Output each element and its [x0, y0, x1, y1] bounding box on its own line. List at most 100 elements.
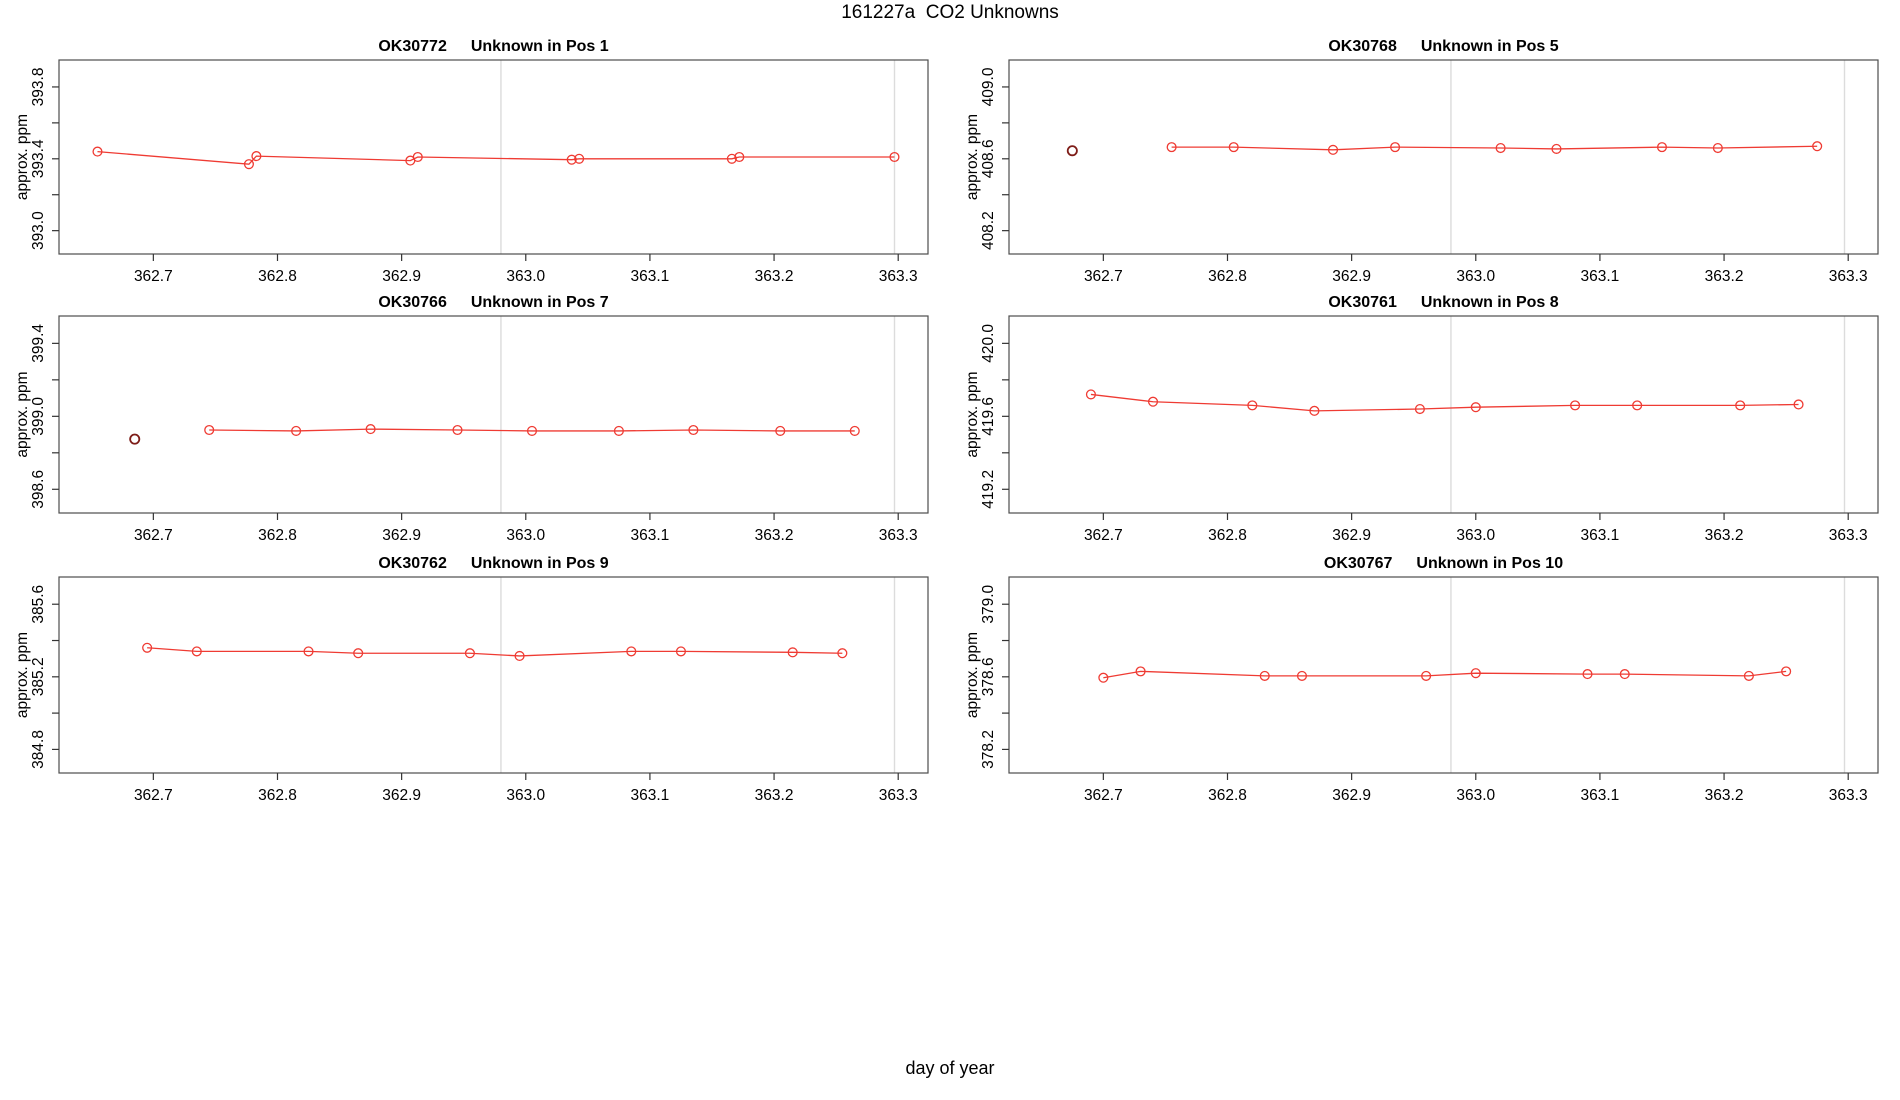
- data-point: [574, 153, 585, 164]
- y-tick-label: 393.0: [30, 211, 47, 250]
- x-tick-label: 362.9: [382, 268, 421, 285]
- data-point: [1390, 142, 1401, 153]
- x-tick-label: 363.2: [755, 787, 794, 804]
- figure-title: 161227a CO2 Unknowns: [841, 2, 1059, 23]
- y-tick-label: 419.2: [980, 470, 997, 509]
- data-point: [1228, 142, 1239, 153]
- data-point: [204, 424, 215, 436]
- y-tick-label: 420.0: [980, 324, 997, 363]
- panel-plot: 362.7 362.8 362.9 363.0 363.1 363.2 363.3 398.6…: [14, 295, 929, 544]
- x-tick-label: 363.1: [1581, 787, 1620, 804]
- x-tick-label: 363.3: [879, 787, 918, 804]
- y-axis-label: approx. ppm: [964, 632, 981, 718]
- data-point: [1247, 400, 1258, 411]
- x-tick-label: 363.0: [1456, 268, 1495, 285]
- x-tick-label: 362.7: [1084, 527, 1123, 544]
- data-point: [353, 648, 364, 659]
- x-tick-label: 363.2: [1705, 527, 1744, 544]
- data-point: [464, 648, 475, 659]
- data-point: [1619, 669, 1630, 680]
- panel-pos10: 362.7 362.8 362.9 363.0 363.1 363.2 363.3 378.2…: [950, 555, 1900, 815]
- data-point: [1327, 144, 1339, 155]
- data-point: [92, 146, 103, 157]
- panel-title: OK30767 Unknown in Pos 10: [1324, 555, 1563, 572]
- series-line: [147, 647, 843, 657]
- x-tick-label: 363.3: [1829, 268, 1868, 285]
- panel-pos5: 362.7 362.8 362.9 363.0 363.1 363.2 363.3 408.2…: [950, 25, 1900, 295]
- data-point: [303, 646, 314, 657]
- data-point: [675, 646, 687, 657]
- plot-box: [1008, 576, 1879, 774]
- x-tick-label: 362.7: [134, 527, 173, 544]
- series-line: [1103, 670, 1787, 679]
- x-tick-label: 362.9: [382, 527, 421, 544]
- x-tick-label: 363.2: [1705, 787, 1744, 804]
- panel-pos8: 362.7 362.8 362.9 363.0 363.1 363.2 363.3 419.2…: [950, 295, 1900, 555]
- y-tick-label: 399.0: [30, 397, 47, 436]
- x-tick-label: 362.7: [1084, 787, 1123, 804]
- x-tick-label: 363.0: [1456, 787, 1495, 804]
- data-point: [1743, 670, 1754, 681]
- y-tick-label: 378.2: [980, 730, 997, 769]
- data-point: [452, 424, 463, 436]
- data-point: [1551, 143, 1562, 154]
- isolated-data-point: [1066, 145, 1078, 157]
- x-tick-label: 363.1: [631, 787, 670, 804]
- data-point: [251, 151, 262, 162]
- x-tick-label: 363.2: [1705, 268, 1744, 285]
- data-point: [688, 424, 699, 436]
- y-tick-label: 385.2: [30, 657, 47, 696]
- panel-plot: 362.7 362.8 362.9 363.0 363.1 363.2 363.3 393.0…: [14, 38, 929, 285]
- y-tick-label: 399.4: [30, 324, 47, 363]
- plot-box: [58, 576, 929, 774]
- y-tick-label: 379.0: [980, 584, 997, 623]
- data-point: [1632, 400, 1643, 411]
- data-point: [775, 425, 786, 436]
- data-point: [1793, 399, 1804, 410]
- x-tick-label: 362.7: [134, 268, 173, 285]
- panel-title: OK30772 Unknown in Pos 1: [378, 38, 608, 55]
- data-point: [291, 425, 302, 436]
- x-tick-label: 363.3: [1829, 787, 1868, 804]
- x-tick-label: 363.3: [879, 268, 918, 285]
- data-point: [514, 650, 525, 661]
- y-tick-label: 384.8: [30, 730, 47, 769]
- data-point: [412, 151, 423, 163]
- data-point: [1421, 670, 1432, 681]
- y-tick-label: 419.6: [980, 397, 997, 436]
- data-point: [1147, 396, 1159, 407]
- series-line: [209, 428, 855, 432]
- y-tick-label: 378.6: [980, 657, 997, 696]
- panel-title: OK30762 Unknown in Pos 9: [378, 555, 608, 572]
- panel-pos1: 362.7 362.8 362.9 363.0 363.1 363.2 363.3 393.0…: [0, 25, 950, 295]
- series-line: [97, 150, 895, 165]
- data-point: [243, 159, 254, 170]
- y-tick-label: 408.6: [980, 139, 997, 178]
- data-point: [1570, 400, 1581, 411]
- plot-box: [1008, 59, 1879, 255]
- data-point: [613, 425, 624, 436]
- x-tick-label: 363.0: [506, 787, 545, 804]
- panel-title: OK30761 Unknown in Pos 8: [1328, 295, 1558, 311]
- panel-plot: 362.7 362.8 362.9 363.0 363.1 363.2 363.3 378.2…: [964, 555, 1879, 804]
- panel-title: OK30766 Unknown in Pos 7: [378, 295, 608, 311]
- x-tick-label: 363.0: [506, 268, 545, 285]
- data-point: [1309, 405, 1320, 416]
- x-tick-label: 363.0: [1456, 527, 1495, 544]
- x-tick-label: 362.9: [1332, 787, 1371, 804]
- data-point: [1166, 142, 1177, 153]
- data-point: [1470, 668, 1481, 679]
- x-tick-label: 363.1: [1581, 527, 1620, 544]
- x-tick-label: 363.1: [631, 527, 670, 544]
- data-point: [566, 154, 577, 165]
- data-point: [1582, 669, 1593, 680]
- data-point: [734, 151, 745, 163]
- plot-box: [58, 59, 929, 255]
- data-point: [787, 647, 798, 658]
- y-tick-label: 393.8: [30, 68, 47, 107]
- x-tick-label: 362.8: [258, 268, 297, 285]
- y-tick-label: 393.4: [30, 139, 47, 178]
- series-line: [1090, 393, 1799, 412]
- data-point: [1495, 142, 1506, 154]
